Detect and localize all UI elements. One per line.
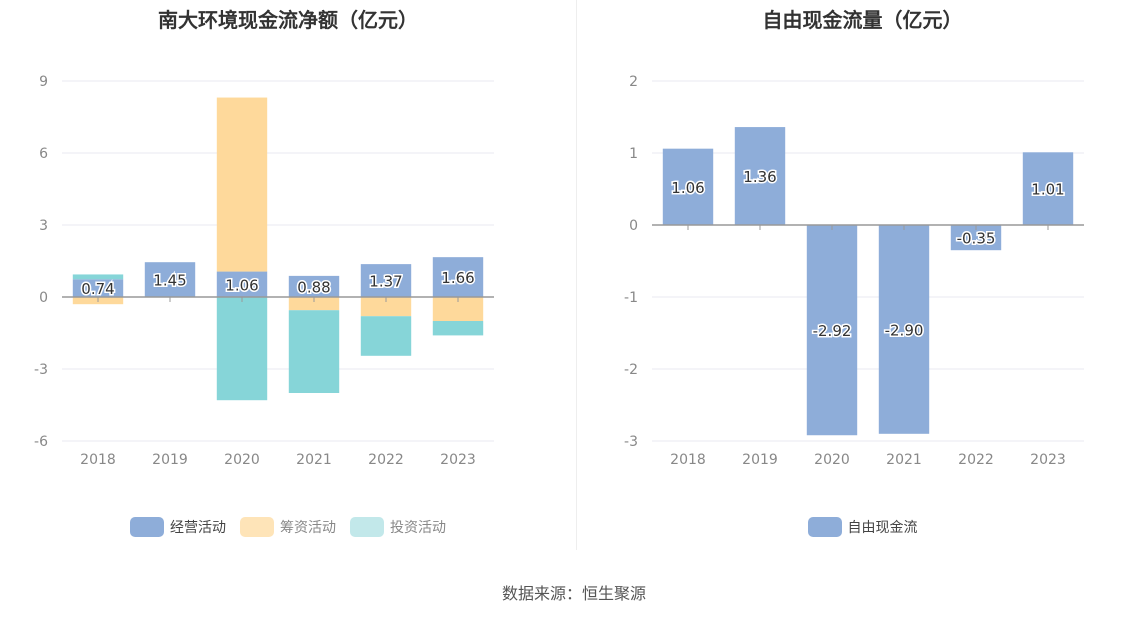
data-label: 1.06 [671, 179, 704, 197]
x-tick-label: 2022 [368, 452, 404, 468]
x-tick-label: 2018 [670, 452, 706, 468]
bar-自由现金流-2018 [662, 148, 714, 225]
x-tick-label: 2020 [224, 452, 260, 468]
y-tick-label: -6 [34, 434, 48, 450]
bar-自由现金流-2019 [734, 127, 786, 225]
x-tick-label: 2023 [1030, 452, 1066, 468]
x-tick-label: 2021 [886, 452, 922, 468]
x-tick-label: 2020 [814, 452, 850, 468]
bar-筹资活动-2020 [216, 97, 268, 272]
data-label: 0.88 [297, 278, 330, 296]
legend-swatch-free-cash-flow [807, 517, 842, 537]
data-label: 1.66 [441, 269, 474, 287]
bar-投资活动-2023 [432, 321, 484, 336]
cash-flow-stacked-bar-chart: 9 6 3 0 -3 -6 2018 2019 2020 2021 2022 2023 0.74 1.45… [34, 74, 494, 468]
cash-flow-chart-panel: 南大环境现金流净额（亿元） 9 6 3 0 -3 -6 2018 2019 2020 2021 20… [0, 0, 576, 560]
bar-投资活动-2018 [72, 274, 124, 280]
x-tick-label: 2021 [296, 452, 332, 468]
data-label: -0.35 [957, 230, 996, 248]
x-tick-label: 2019 [742, 452, 778, 468]
y-tick-label: 2 [629, 74, 638, 90]
bar-经营活动-2020 [216, 271, 268, 297]
bar-经营活动-2021 [288, 275, 340, 297]
x-tick-label: 2018 [80, 452, 116, 468]
y-tick-label: -1 [624, 290, 638, 306]
y-tick-label: 3 [39, 218, 48, 234]
y-tick-label: 0 [629, 218, 638, 234]
y-tick-label: -3 [624, 434, 638, 450]
chart-title-cash-flow: 南大环境现金流净额（亿元） [158, 8, 418, 32]
data-label: 1.45 [153, 272, 186, 290]
bar-经营活动-2022 [360, 264, 412, 297]
bar-经营活动-2018 [72, 279, 124, 297]
bar-筹资活动-2022 [360, 297, 412, 317]
legend-label-financing: 筹资活动 [280, 520, 336, 536]
legend-label-free-cash-flow: 自由现金流 [847, 520, 918, 536]
x-tick-label: 2019 [152, 452, 188, 468]
bar-自由现金流-2020 [806, 225, 858, 436]
y-tick-label: -3 [34, 362, 48, 378]
data-label: -2.92 [813, 322, 852, 340]
data-label: -2.90 [885, 321, 924, 339]
bar-投资活动-2021 [288, 310, 340, 393]
bar-投资活动-2020 [216, 297, 268, 401]
legend-item-financing[interactable]: 筹资活动 [240, 517, 336, 537]
panel-divider [576, 0, 577, 550]
y-tick-label: 1 [629, 146, 638, 162]
data-label: 1.37 [369, 273, 402, 291]
legend-item-free-cash-flow[interactable]: 自由现金流 [807, 517, 918, 537]
legend-swatch-financing [240, 517, 274, 537]
legend-swatch-operating [130, 517, 164, 537]
x-tick-label: 2022 [958, 452, 994, 468]
free-cash-flow-chart-panel: 自由现金流量（亿元） 2 1 0 -1 -2 -3 2018 2019 2020 2021 2022… [577, 0, 1148, 560]
data-label: 0.74 [81, 280, 114, 298]
cash-flow-legend: 经营活动 筹资活动 投资活动 [0, 517, 576, 537]
bar-经营活动-2019 [144, 262, 196, 297]
y-tick-label: 6 [39, 146, 48, 162]
bar-筹资活动-2021 [288, 297, 340, 311]
bar-投资活动-2022 [360, 316, 412, 356]
legend-item-investing[interactable]: 投资活动 [350, 517, 446, 537]
legend-label-investing: 投资活动 [390, 520, 446, 536]
free-cash-flow-legend: 自由现金流 [577, 517, 1148, 537]
data-label: 1.06 [225, 276, 258, 294]
data-source-note: 数据来源：恒生聚源 [501, 584, 646, 603]
y-tick-label: 9 [39, 74, 48, 90]
bar-自由现金流-2023 [1022, 152, 1074, 225]
bar-自由现金流-2021 [878, 225, 930, 434]
legend-swatch-investing [350, 517, 384, 537]
x-tick-label: 2023 [440, 452, 476, 468]
chart-title-free-cash-flow: 自由现金流量（亿元） [762, 8, 963, 32]
free-cash-flow-bar-chart: 2 1 0 -1 -2 -3 2018 2019 2020 2021 2022 2023 1.06 1.3… [624, 74, 1084, 468]
data-label: 1.36 [743, 168, 776, 186]
bar-经营活动-2023 [432, 257, 484, 297]
legend-label-operating: 经营活动 [170, 520, 226, 536]
y-tick-label: -2 [624, 362, 638, 378]
data-label: 1.01 [1031, 181, 1064, 199]
legend-item-operating[interactable]: 经营活动 [130, 517, 226, 537]
y-tick-label: 0 [39, 290, 48, 306]
